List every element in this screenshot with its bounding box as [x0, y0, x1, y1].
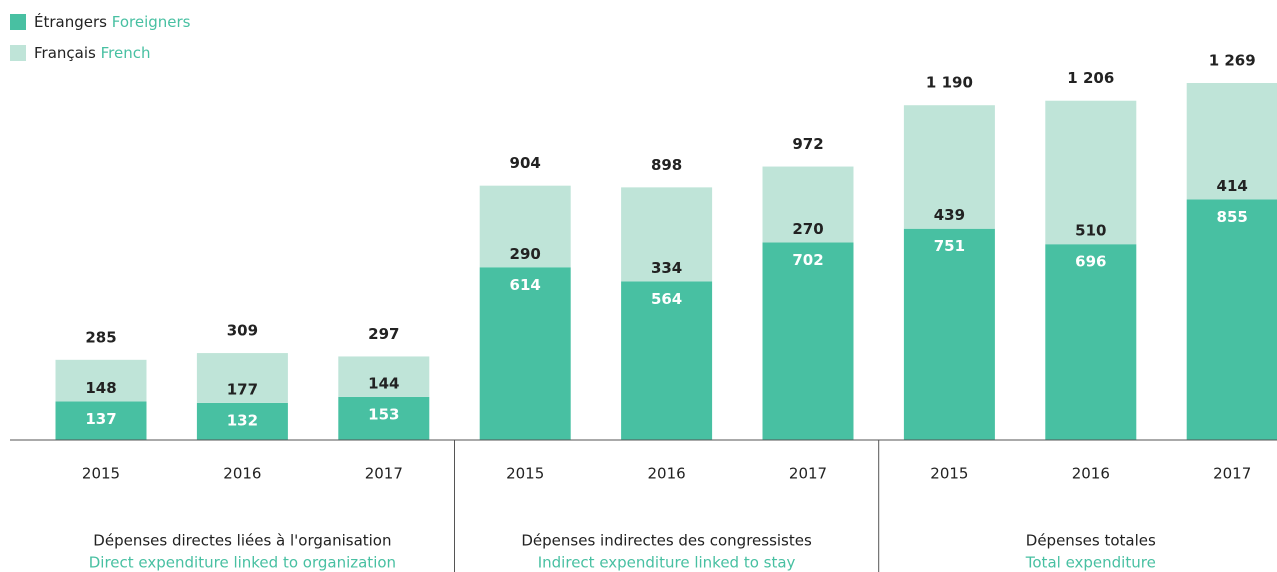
value-label: 270 — [792, 220, 823, 238]
x-tick-label: 2015 — [930, 465, 968, 483]
value-label: 614 — [510, 276, 541, 294]
bar-segment — [55, 359, 147, 402]
bar-segment — [196, 353, 288, 403]
x-tick-label: 2017 — [365, 465, 403, 483]
group-label: Dépenses directes liées à l'organisation — [93, 532, 391, 550]
bar-segment — [479, 267, 571, 440]
legend-label: Français French — [34, 44, 150, 62]
bar-segment — [1186, 199, 1277, 440]
group-label: Dépenses indirectes des congressistes — [521, 532, 812, 550]
bar-segment — [1045, 244, 1137, 440]
bar-segment — [903, 105, 995, 229]
total-label: 285 — [85, 328, 116, 346]
total-label: 309 — [227, 322, 258, 340]
total-label: 1 206 — [1067, 69, 1114, 87]
bar-segment — [196, 402, 288, 440]
bar-segment — [621, 187, 713, 282]
group-label: Dépenses totales — [1026, 532, 1156, 550]
value-label: 334 — [651, 259, 682, 277]
value-label: 290 — [510, 245, 541, 263]
value-label: 510 — [1075, 222, 1106, 240]
bar-segment — [1186, 83, 1277, 200]
x-tick-label: 2016 — [648, 465, 686, 483]
group-label-en: Direct expenditure linked to organizatio… — [89, 554, 396, 572]
total-label: 904 — [510, 154, 541, 172]
x-tick-label: 2017 — [1213, 465, 1251, 483]
value-label: 144 — [368, 374, 399, 392]
total-label: 972 — [792, 135, 823, 153]
legend-name: Étrangers — [34, 12, 107, 31]
x-tick-label: 2015 — [82, 465, 120, 483]
bar-segment — [479, 185, 571, 268]
group-label-en: Indirect expenditure linked to stay — [538, 554, 796, 572]
value-label: 702 — [792, 251, 823, 269]
value-label: 414 — [1217, 177, 1248, 195]
value-label: 177 — [227, 380, 258, 398]
x-tick-label: 2015 — [506, 465, 544, 483]
bar-segment — [762, 242, 854, 440]
legend-swatch — [10, 14, 26, 30]
total-label: 297 — [368, 325, 399, 343]
value-label: 439 — [934, 206, 965, 224]
legend-name-en: Foreigners — [112, 13, 191, 31]
legend-label: Étrangers Foreigners — [34, 12, 191, 31]
bar-segment — [903, 228, 995, 440]
total-label: 1 190 — [926, 74, 973, 92]
value-label: 855 — [1217, 208, 1248, 226]
value-label: 132 — [227, 411, 258, 429]
bar-segment — [762, 166, 854, 243]
legend-name-en: French — [101, 44, 151, 62]
value-label: 564 — [651, 290, 682, 308]
value-label: 153 — [368, 405, 399, 423]
x-tick-label: 2017 — [789, 465, 827, 483]
value-label: 148 — [85, 379, 116, 397]
bar-segment — [55, 401, 147, 440]
bar-segment — [338, 356, 430, 397]
total-label: 898 — [651, 156, 682, 174]
legend-swatch — [10, 45, 26, 61]
value-label: 751 — [934, 237, 965, 255]
group-label-en: Total expenditure — [1025, 554, 1156, 572]
bar-segment — [1045, 100, 1137, 245]
x-tick-label: 2016 — [223, 465, 261, 483]
value-label: 696 — [1075, 253, 1106, 271]
value-label: 137 — [85, 410, 116, 428]
legend-name: Français — [34, 44, 96, 62]
bar-segment — [621, 281, 713, 440]
bar-segment — [338, 396, 430, 440]
total-label: 1 269 — [1209, 52, 1256, 70]
x-tick-label: 2016 — [1072, 465, 1110, 483]
